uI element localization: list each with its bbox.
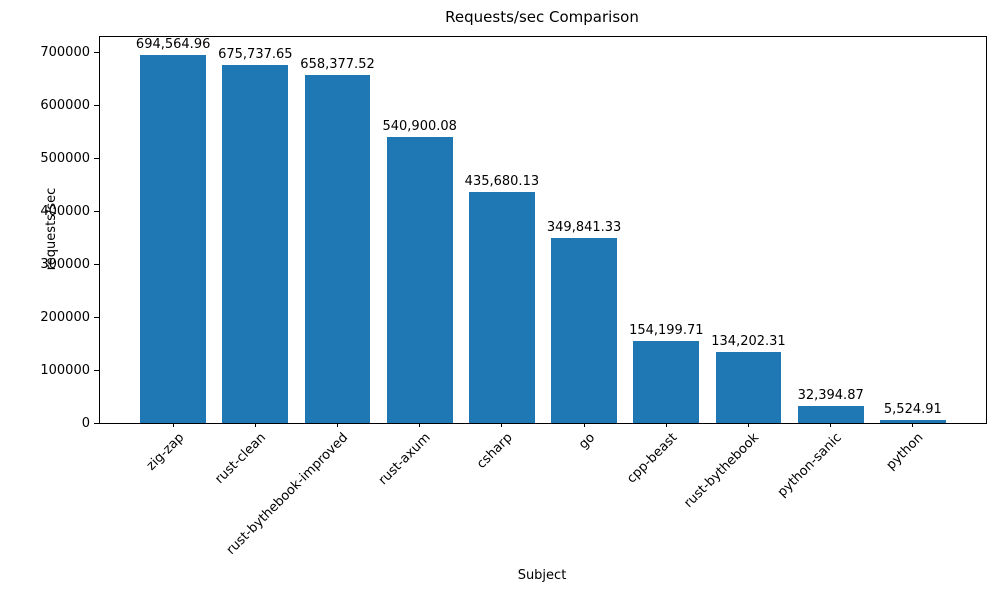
y-tick-label: 200000 <box>40 309 90 325</box>
bar <box>469 192 535 423</box>
y-tick-mark <box>94 316 99 318</box>
bar <box>304 74 371 423</box>
y-tick-mark <box>94 52 99 53</box>
y-tick-label: 400000 <box>40 203 90 219</box>
x-tick-label: rust-bythebook <box>681 430 763 511</box>
plot-area: 0 100000 200000 300000 400000 500000 600000 700… <box>40 36 987 558</box>
bar <box>551 237 617 423</box>
bar <box>140 55 207 423</box>
bar-value-label: 540,900.08 <box>382 118 457 134</box>
x-tick-label: cpp-beast <box>624 430 681 487</box>
bar-value-label: 675,737.65 <box>218 47 293 63</box>
y-tick-label: 300000 <box>40 256 90 272</box>
bar-value-label: 5,524.91 <box>883 402 942 418</box>
x-tick-mark <box>254 423 256 427</box>
y-tick-label: 100000 <box>40 362 90 378</box>
bar <box>715 351 782 423</box>
x-tick-mark <box>501 423 503 427</box>
x-tick-mark <box>419 423 421 427</box>
bar <box>879 420 946 423</box>
y-tick-label: 500000 <box>40 150 90 166</box>
chart-title: Requests/sec Comparison <box>445 8 639 26</box>
x-tick-mark <box>747 423 749 427</box>
y-tick-label: 0 <box>81 415 90 431</box>
x-tick-label: go <box>575 430 599 453</box>
y-tick-label: 700000 <box>40 45 90 60</box>
x-tick-label: rust-clean <box>212 430 270 487</box>
x-axis-label: Subject <box>517 568 567 583</box>
x-tick-mark <box>172 423 174 427</box>
bar-value-label: 694,564.96 <box>135 37 211 53</box>
y-tick-mark <box>94 369 99 371</box>
x-tick-label: python <box>883 430 927 474</box>
bar <box>633 341 700 423</box>
x-tick-mark <box>337 423 339 427</box>
y-tick-mark <box>94 422 99 424</box>
bar-value-label: 658,377.52 <box>300 56 375 72</box>
y-tick-mark <box>94 263 99 265</box>
y-tick-mark <box>94 157 99 159</box>
y-tick-mark <box>94 104 99 106</box>
x-tick-mark <box>912 423 914 427</box>
bar-value-label: 134,202.31 <box>711 333 786 349</box>
x-tick-mark <box>583 423 585 427</box>
bar <box>386 136 453 423</box>
bar <box>797 405 864 423</box>
x-tick-mark <box>830 423 832 427</box>
y-tick-label: 600000 <box>40 97 90 113</box>
x-tick-label: csharp <box>474 430 516 472</box>
x-tick-label: python-sanic <box>774 430 845 501</box>
bar-value-label: 435,680.13 <box>464 174 540 190</box>
x-tick-label: rust-axum <box>375 430 434 489</box>
bar-value-label: 154,199.71 <box>629 323 704 339</box>
bar-value-label: 32,394.87 <box>797 387 864 403</box>
bar <box>222 65 289 423</box>
bar-value-label: 349,841.33 <box>546 219 622 235</box>
x-tick-mark <box>665 423 667 427</box>
x-tick-label: zig-zap <box>143 430 188 474</box>
y-tick-mark <box>94 210 99 212</box>
